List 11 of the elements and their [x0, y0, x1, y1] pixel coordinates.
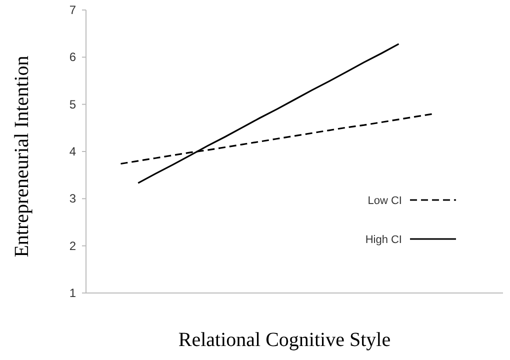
legend-label: Low CI: [368, 195, 402, 207]
y-tick-label: 1: [69, 286, 76, 300]
y-tick-label: 4: [69, 144, 76, 158]
x-axis-title: Relational Cognitive Style: [178, 329, 391, 351]
y-tick-label: 3: [69, 192, 76, 206]
legend-label: High CI: [365, 234, 402, 246]
y-axis-title: Entrepreneurial Intention: [11, 56, 33, 258]
y-tick-label: 6: [69, 50, 76, 64]
y-tick-label: 5: [69, 97, 76, 112]
y-tick-label: 7: [69, 3, 76, 17]
y-tick-label: 2: [69, 238, 76, 253]
